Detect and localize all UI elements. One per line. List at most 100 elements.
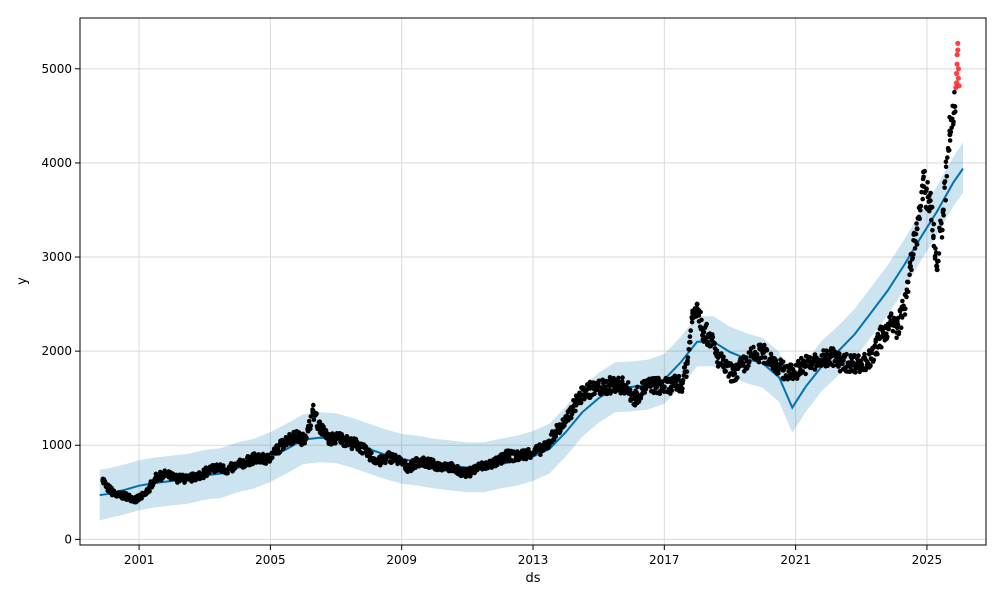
observed-point (901, 306, 907, 312)
observed-point (616, 375, 621, 381)
observed-point (523, 451, 529, 457)
observed-point (909, 257, 915, 262)
observed-point (688, 339, 693, 345)
observed-point (321, 424, 326, 430)
observed-point (484, 462, 490, 468)
observed-point (750, 353, 756, 359)
y-tick-label: 2000 (41, 344, 72, 358)
observed-point (936, 258, 941, 264)
observed-point (366, 447, 372, 453)
observed-point (185, 476, 191, 482)
observed-point (632, 395, 638, 401)
observed-point (538, 452, 543, 458)
observed-point (158, 469, 163, 475)
observed-point (943, 198, 948, 203)
observed-point (652, 382, 657, 388)
observed-point (799, 362, 805, 368)
outlier-point (955, 47, 961, 53)
observed-point (780, 367, 785, 373)
observed-point (143, 491, 149, 497)
observed-point (620, 375, 625, 380)
observed-point (336, 435, 342, 441)
observed-point (918, 207, 923, 213)
x-tick-label: 2017 (649, 553, 680, 567)
observed-point (720, 362, 726, 368)
observed-point (686, 347, 691, 352)
observed-point (333, 441, 338, 446)
observed-point (940, 207, 946, 213)
observed-point (925, 180, 930, 185)
observed-point (592, 386, 598, 392)
observed-point (952, 89, 957, 95)
observed-point (789, 362, 794, 368)
observed-point (684, 369, 690, 374)
observed-point (946, 147, 952, 153)
observed-point (762, 355, 768, 360)
observed-point (679, 389, 685, 394)
observed-point (694, 301, 700, 307)
observed-point (953, 109, 958, 114)
observed-point (212, 465, 218, 471)
observed-point (622, 383, 628, 389)
observed-point (689, 319, 695, 325)
observed-point (839, 360, 845, 366)
observed-point (395, 457, 401, 463)
observed-point (656, 375, 661, 381)
observed-point (895, 315, 901, 321)
observed-point (425, 460, 431, 466)
observed-point (569, 415, 574, 421)
observed-point (634, 390, 640, 396)
observed-point (952, 104, 958, 109)
observed-point (789, 371, 795, 377)
observed-point (867, 364, 873, 369)
x-axis-label: ds (525, 571, 540, 586)
observed-point (689, 315, 695, 321)
observed-point (751, 344, 756, 350)
observed-point (768, 351, 774, 357)
observed-point (899, 315, 905, 320)
observed-point (147, 489, 152, 494)
y-tick-label: 1000 (41, 438, 72, 452)
observed-point (412, 463, 418, 469)
observed-point (405, 465, 411, 471)
observed-point (748, 349, 753, 355)
outlier-point (953, 70, 960, 77)
observed-point (162, 471, 168, 477)
observed-point (635, 384, 640, 390)
observed-point (930, 228, 935, 233)
observed-point (907, 272, 912, 278)
observed-point (943, 159, 949, 164)
observed-point (100, 476, 106, 482)
observed-point (803, 371, 808, 377)
observed-point (311, 402, 316, 408)
observed-point (300, 437, 306, 443)
observed-point (825, 352, 830, 357)
observed-point (238, 461, 244, 467)
x-tick-label: 2013 (518, 553, 549, 567)
observed-point (914, 241, 920, 247)
observed-point (943, 164, 949, 169)
observed-point (308, 423, 314, 428)
observed-point (888, 311, 894, 316)
observed-point (770, 358, 776, 364)
observed-point (543, 444, 549, 450)
observed-point (123, 493, 129, 499)
observed-point (317, 423, 323, 429)
observed-point (587, 379, 593, 385)
observed-point (661, 384, 667, 390)
observed-point (533, 448, 539, 454)
observed-point (912, 246, 918, 251)
observed-point (294, 434, 300, 440)
observed-point (743, 355, 749, 360)
observed-point (944, 174, 950, 179)
observed-point (904, 294, 909, 300)
observed-point (888, 320, 894, 326)
observed-point (924, 188, 929, 193)
observed-point (563, 419, 569, 425)
observed-point (225, 467, 231, 473)
observed-point (592, 391, 597, 397)
observed-point (875, 351, 880, 357)
y-tick-label: 4000 (41, 156, 72, 170)
x-axis-ticks: 2001 2005 2009 2013 2017 2021 2025 (124, 545, 942, 567)
